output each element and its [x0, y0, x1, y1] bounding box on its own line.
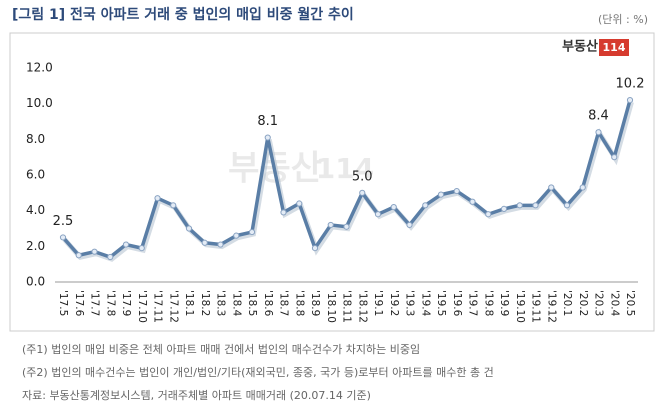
- x-tick-label: '18.1: [183, 290, 195, 316]
- x-tick-label: '17.8: [104, 290, 116, 316]
- x-tick-label: '19.9: [498, 290, 510, 316]
- marker: [170, 202, 177, 209]
- y-tick-label: 10.0: [26, 96, 53, 110]
- chart-title: [그림 1] 전국 아파트 거래 중 법인의 매입 비중 월간 추이: [12, 6, 354, 23]
- marker: [611, 154, 618, 161]
- x-tick-label: '17.5: [57, 290, 69, 316]
- marker: [280, 209, 287, 216]
- marker: [406, 221, 413, 229]
- x-tick-label: '18.5: [246, 290, 258, 316]
- x-tick-label: '19.3: [404, 290, 416, 316]
- marker: [201, 239, 208, 246]
- y-tick-label: 0.0: [26, 275, 45, 289]
- x-tick-label: '18.6: [262, 290, 274, 317]
- watermark-badge: 114: [316, 152, 374, 185]
- marker: [422, 202, 429, 209]
- marker: [359, 189, 366, 196]
- x-tick-label: '19.12: [545, 290, 557, 323]
- x-tick-label: '20.2: [577, 290, 589, 316]
- y-tick-label: 12.0: [26, 61, 53, 75]
- marker: [327, 221, 334, 229]
- marker: [516, 202, 523, 209]
- y-tick-label: 4.0: [26, 203, 45, 217]
- x-tick-label: '17.11: [152, 290, 164, 323]
- marker: [233, 232, 240, 239]
- x-tick-label: '19.1: [372, 290, 384, 316]
- y-tick-label: 2.0: [26, 239, 45, 253]
- note: (주2) 법인의 매수건수는 법인이 개인/법인/기타(재외국민, 종중, 국가…: [22, 366, 494, 379]
- marker: [374, 211, 382, 218]
- x-tick-label: '18.2: [199, 290, 211, 316]
- x-tick-label: '18.4: [230, 290, 242, 317]
- x-tick-label: '17.12: [167, 290, 179, 323]
- x-tick-label: '17.6: [73, 290, 85, 317]
- x-tick-label: '18.7: [278, 290, 290, 316]
- x-tick-label: '18.8: [293, 290, 305, 316]
- marker: [296, 200, 303, 207]
- logo-text: 부동산: [562, 39, 598, 55]
- chart-frame: [9, 32, 655, 332]
- marker: [107, 253, 114, 261]
- x-tick-label: '18.12: [356, 290, 368, 323]
- marker: [343, 223, 350, 230]
- unit-label: (단위 : %): [598, 13, 648, 26]
- marker: [154, 195, 161, 202]
- x-tick-label: '19.10: [514, 290, 526, 323]
- data-label: 8.1: [257, 114, 278, 129]
- x-tick-label: '20.5: [624, 290, 636, 316]
- marker: [548, 184, 555, 191]
- marker: [59, 234, 67, 241]
- x-tick-label: '18.3: [215, 290, 227, 316]
- marker: [595, 129, 602, 136]
- x-tick-label: '19.8: [482, 290, 494, 316]
- data-label: 10.2: [616, 77, 645, 92]
- notes: (주1) 법인의 매입 비중은 전체 아파트 매매 건에서 법인의 매수건수가 …: [22, 342, 494, 402]
- marker: [500, 205, 508, 212]
- x-tick-label: '19.11: [530, 290, 542, 323]
- marker: [122, 241, 130, 248]
- marker: [437, 191, 445, 198]
- marker: [579, 184, 586, 191]
- y-tick-label: 8.0: [26, 132, 45, 146]
- x-tick-label: '18.10: [325, 290, 337, 323]
- data-label: 5.0: [352, 169, 373, 184]
- x-tick-label: '19.5: [435, 290, 447, 316]
- marker: [138, 245, 145, 252]
- logo-badge-text: 114: [603, 41, 626, 54]
- marker: [75, 252, 82, 259]
- marker: [185, 225, 193, 232]
- x-tick-label: '19.4: [419, 290, 431, 317]
- data-label: 2.5: [53, 214, 74, 229]
- marker: [91, 248, 98, 255]
- marker: [248, 228, 256, 236]
- x-tick-label: '17.9: [120, 290, 132, 316]
- x-tick-label: '20.1: [561, 290, 573, 316]
- data-label: 8.4: [588, 109, 609, 124]
- note: (주1) 법인의 매입 비중은 전체 아파트 매매 건에서 법인의 매수건수가 …: [22, 342, 420, 356]
- x-tick-label: '20.4: [608, 290, 620, 317]
- marker: [469, 198, 476, 205]
- marker: [217, 241, 224, 248]
- x-tick-label: '18.9: [309, 290, 321, 316]
- marker: [485, 211, 492, 218]
- note: 자료: 부동산통계정보시스템, 거래주체별 아파트 매매거래 (20.07.14…: [22, 389, 371, 402]
- x-tick-label: '19.2: [388, 290, 400, 316]
- y-tick-label: 6.0: [26, 168, 45, 182]
- x-tick-label: '18.11: [341, 290, 353, 323]
- marker: [626, 97, 634, 104]
- marker: [563, 202, 571, 209]
- x-tick-label: '17.7: [89, 290, 101, 316]
- marker: [390, 204, 397, 211]
- x-tick-label: '20.3: [593, 290, 605, 316]
- marker: [532, 202, 539, 209]
- x-tick-label: '19.7: [467, 290, 479, 316]
- x-tick-label: '19.6: [451, 290, 463, 317]
- x-tick-label: '17.10: [136, 290, 148, 323]
- logo: 부동산 114: [562, 39, 629, 56]
- marker: [264, 134, 271, 141]
- marker: [311, 245, 319, 252]
- marker: [453, 187, 460, 195]
- logo-badge: [599, 39, 629, 56]
